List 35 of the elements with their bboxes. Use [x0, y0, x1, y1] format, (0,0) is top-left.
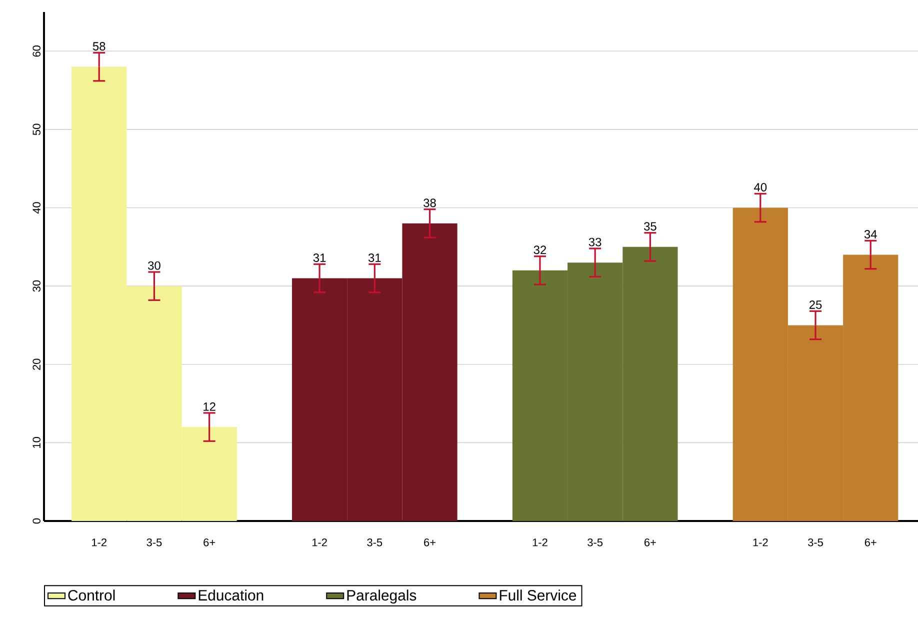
x-tick-label: 6+ [644, 538, 656, 546]
data-label: 31 [368, 253, 381, 262]
data-label: 12 [204, 402, 216, 411]
legend-label: Control [68, 590, 115, 601]
x-tick-label: 6+ [424, 538, 436, 546]
x-tick-label: 3-5 [146, 538, 162, 546]
data-label: 31 [313, 253, 326, 262]
data-label: 25 [809, 300, 822, 309]
x-tick-label: 3-5 [588, 538, 603, 546]
legend-label: Paralegals [347, 590, 416, 604]
x-tick-label: 3-5 [808, 538, 823, 546]
x-tick-label: 1-2 [312, 538, 327, 546]
y-tick-label: 60 [32, 45, 40, 57]
data-label: 38 [424, 198, 436, 208]
data-label: 34 [864, 230, 877, 238]
data-label: 58 [92, 42, 106, 51]
y-tick-label: 50 [32, 124, 40, 136]
y-tick-label: 40 [32, 202, 40, 214]
data-label: 40 [754, 183, 767, 192]
data-label: 30 [148, 261, 160, 270]
legend-label: Education [198, 590, 264, 601]
data-label: 32 [534, 246, 546, 254]
data-label: 33 [588, 238, 602, 246]
x-tick-label: 6+ [204, 538, 216, 546]
x-tick-label: 6+ [864, 538, 876, 546]
x-tick-label: 3-5 [367, 538, 382, 546]
x-tick-label: 1-2 [92, 538, 106, 546]
x-tick-label: 1-2 [753, 538, 768, 546]
y-tick-label: 10 [32, 437, 40, 448]
legend-label: Full Service [500, 590, 576, 601]
x-tick-label: 1-2 [532, 538, 548, 546]
y-tick-label: 0 [32, 518, 40, 524]
y-tick-label: 20 [32, 358, 40, 370]
y-tick-label: 30 [32, 280, 40, 292]
data-label: 35 [644, 222, 656, 231]
